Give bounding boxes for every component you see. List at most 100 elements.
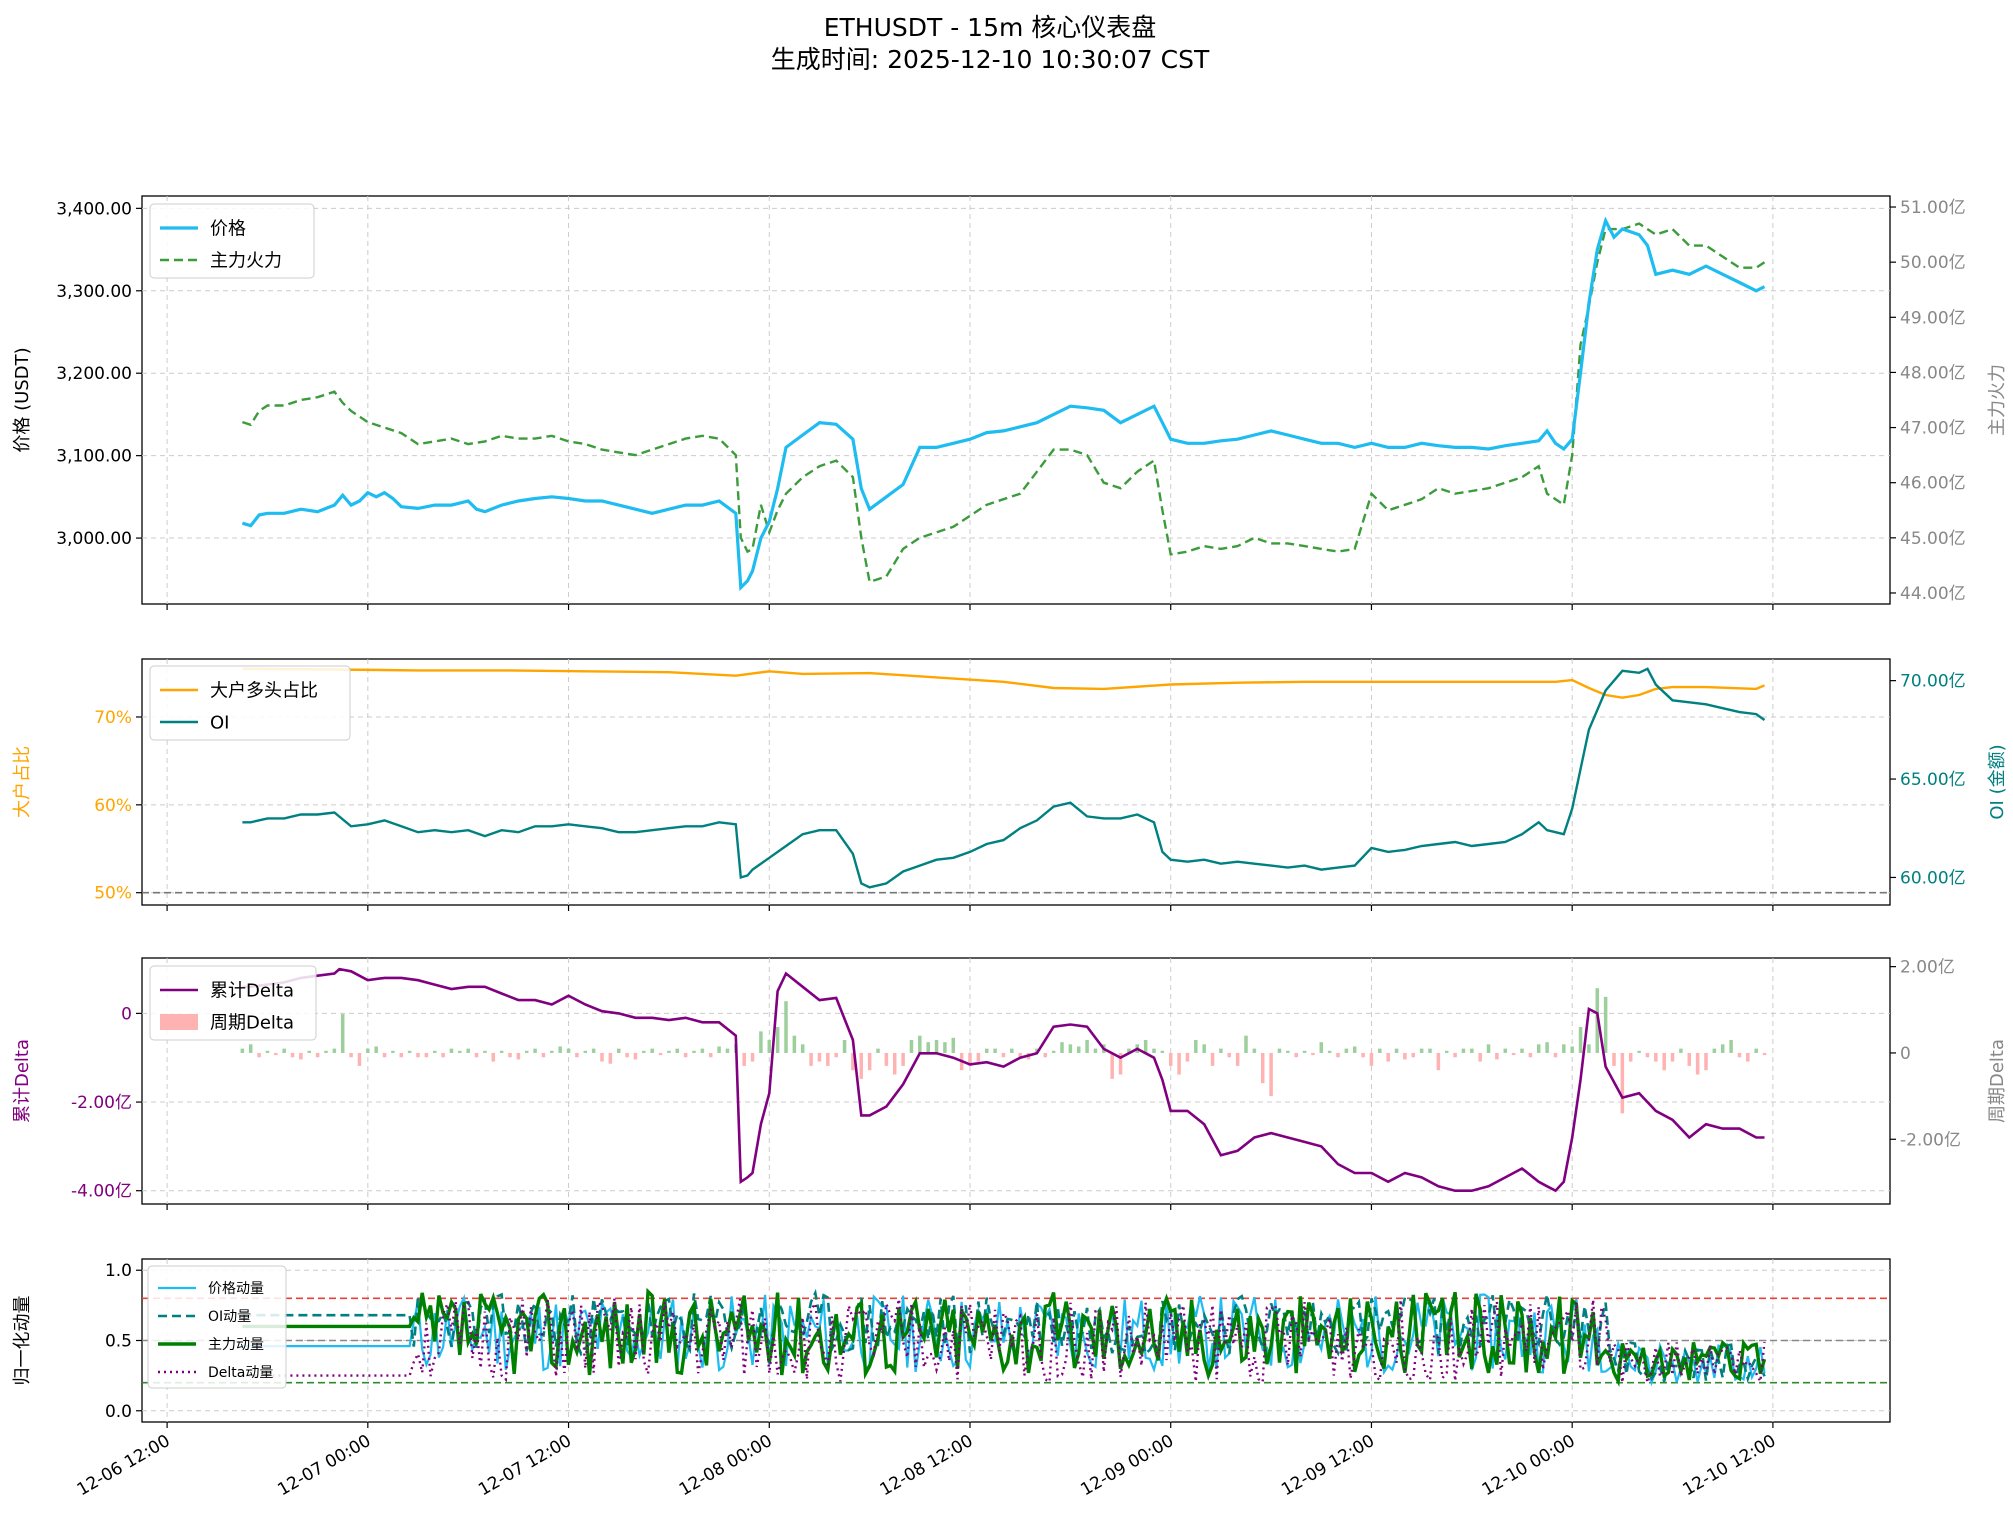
period-delta-bar (1302, 1050, 1307, 1053)
x-tick-label: 12-07 12:00 (475, 1431, 575, 1500)
period-delta-bar (834, 1052, 838, 1058)
period-delta-bar (1511, 1052, 1516, 1056)
period-delta-bar (625, 1052, 629, 1058)
period-delta-bar (1737, 1052, 1742, 1058)
period-delta-bar (399, 1052, 404, 1058)
period-delta-bar (984, 1048, 989, 1053)
period-delta-bar (976, 1052, 981, 1062)
period-delta-bar (533, 1048, 537, 1053)
period-delta-bar (817, 1052, 822, 1062)
period-delta-bar (1495, 1052, 1499, 1060)
period-delta-bar (675, 1048, 680, 1053)
panel-3-y2tick-label: -2.00亿 (1900, 1130, 1961, 1150)
period-delta-bar (248, 1044, 253, 1053)
period-delta-bar (1603, 996, 1608, 1053)
panel-1-y2tick-label: 50.00亿 (1900, 253, 1966, 273)
period-delta-bar (767, 1040, 772, 1053)
period-delta-bar (717, 1046, 721, 1053)
period-delta-bar (1428, 1048, 1432, 1053)
period-delta-bar (1344, 1048, 1349, 1053)
panel-4-ytick-label: 0.0 (105, 1402, 132, 1422)
period-delta-bar (1587, 1044, 1591, 1053)
price-line (241, 216, 1766, 592)
period-delta-bar (1035, 1048, 1039, 1053)
period-delta-bar (951, 1037, 956, 1053)
period-delta-bar (1520, 1048, 1524, 1053)
period-delta-bar (1043, 1052, 1048, 1058)
period-delta-bar (1553, 1052, 1558, 1058)
period-delta-bar (943, 1042, 947, 1053)
period-delta-bar (508, 1052, 512, 1058)
period-delta-bar (332, 1048, 337, 1053)
panel-3-y2tick-label: 0 (1900, 1044, 1911, 1064)
period-delta-bar (274, 1052, 278, 1056)
period-delta-bar (315, 1052, 320, 1058)
period-delta-bar (441, 1052, 445, 1058)
period-delta-bar (474, 1052, 479, 1058)
period-delta-bar (1210, 1052, 1215, 1066)
x-tick-label: 12-06 12:00 (74, 1431, 174, 1500)
period-delta-bar (667, 1050, 671, 1053)
panel-1-y2tick-label: 48.00亿 (1900, 363, 1966, 383)
period-delta-bar (483, 1050, 487, 1053)
period-delta-bar (458, 1050, 462, 1053)
period-delta-bar (1177, 1052, 1181, 1075)
momentum-line-3 (242, 1287, 1767, 1388)
legend-frame (149, 665, 351, 741)
x-tick-label: 12-09 00:00 (1077, 1431, 1177, 1500)
period-delta-bar (407, 1050, 412, 1053)
period-delta-bar (265, 1050, 270, 1053)
period-delta-bar (591, 1048, 596, 1053)
period-delta-bar (1528, 1052, 1533, 1058)
panel-1-frame (141, 195, 1891, 605)
period-delta-bar (1762, 1052, 1767, 1056)
period-delta-bar (1712, 1048, 1717, 1053)
legend-box: 大户多头占比 OI (149, 665, 351, 741)
period-delta-bar (1754, 1048, 1758, 1053)
period-delta-bar (340, 1014, 345, 1053)
period-delta-bar (349, 1052, 353, 1058)
period-delta-bar (859, 1052, 864, 1079)
period-delta-bar (993, 1048, 997, 1053)
period-delta-bar (1545, 1042, 1549, 1053)
period-delta-bar (1311, 1052, 1315, 1056)
period-delta-bar (1695, 1052, 1700, 1075)
period-delta-bar (759, 1031, 763, 1053)
period-delta-bar (1118, 1052, 1123, 1075)
period-delta-bar (1403, 1052, 1407, 1060)
period-delta-bar (1704, 1052, 1708, 1071)
period-delta-bar (240, 1048, 245, 1053)
period-delta-bar (1001, 1052, 1006, 1058)
period-delta-bar (1662, 1052, 1666, 1071)
panel-3-frame (141, 957, 1891, 1205)
period-delta-bar (558, 1046, 562, 1053)
panel-1-y2tick-label: 45.00亿 (1900, 529, 1966, 549)
period-delta-bar (1394, 1048, 1399, 1053)
period-delta-bar (1277, 1048, 1282, 1053)
period-delta-bar (1746, 1052, 1750, 1062)
period-delta-bar (1628, 1052, 1633, 1062)
period-delta-bar (826, 1052, 830, 1066)
figure-title-line1: ETHUSDT - 15m 核心仪表盘 (824, 13, 1157, 42)
period-delta-bar (608, 1052, 613, 1064)
period-delta-bar (1068, 1044, 1073, 1053)
period-delta-bar (683, 1052, 688, 1058)
period-delta-bar (1670, 1052, 1675, 1062)
period-delta-bar (1361, 1052, 1365, 1058)
panel-2-ytick-label: 60% (94, 796, 132, 816)
period-delta-bar (1620, 1052, 1625, 1114)
legend-label: 周期Delta (210, 1012, 294, 1033)
period-delta-bar (1286, 1050, 1290, 1053)
ratio-line (242, 667, 1765, 699)
panel-3-y2tick-label: 2.00亿 (1900, 958, 1955, 978)
period-delta-bar (391, 1050, 395, 1053)
period-delta-bar (775, 1027, 780, 1053)
period-delta-bar (449, 1048, 454, 1053)
period-delta-bar (516, 1052, 521, 1060)
period-delta-bar (867, 1052, 872, 1071)
period-delta-bar (1453, 1052, 1457, 1058)
panel-1-ytick-label: 3,200.00 (56, 364, 132, 384)
period-delta-bar (424, 1052, 429, 1058)
legend-label: 大户多头占比 (210, 680, 318, 701)
